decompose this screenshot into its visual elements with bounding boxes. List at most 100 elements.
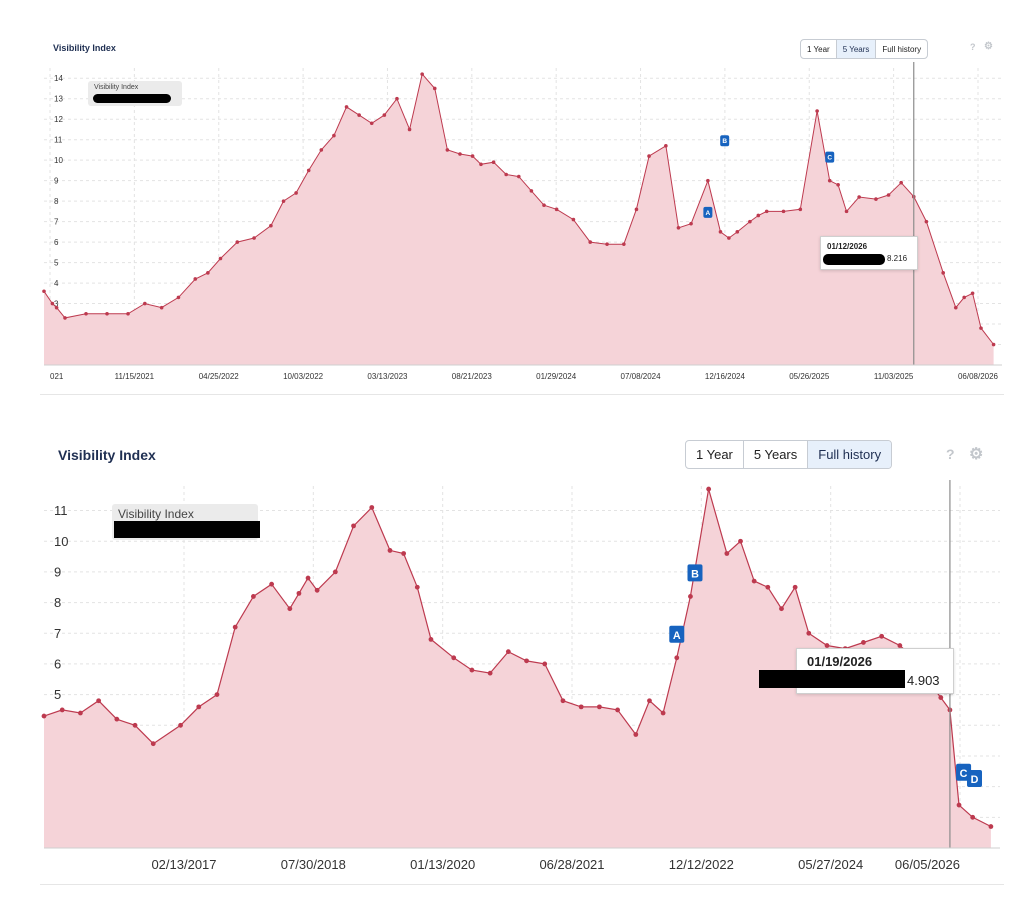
annotation-label: B	[691, 569, 699, 581]
data-point	[387, 548, 393, 553]
y-tick-label: 11	[54, 503, 68, 518]
range-1-year-button[interactable]: 1 Year	[801, 40, 837, 58]
data-point	[953, 305, 958, 310]
x-tick-label: 12/16/2024	[705, 372, 746, 381]
annotation-badge	[967, 769, 983, 787]
annotation-badge	[703, 206, 713, 218]
annotation-label: C	[960, 768, 968, 780]
gear-icon[interactable]: ⚙	[969, 446, 984, 463]
data-point	[615, 707, 620, 713]
y-tick-label: 12	[54, 115, 63, 124]
data-point	[469, 667, 475, 673]
data-point	[688, 594, 693, 599]
data-point	[924, 219, 929, 224]
data-point	[269, 223, 273, 228]
data-point	[674, 655, 680, 661]
legend-label: Visibility Index	[94, 84, 139, 91]
data-point	[962, 295, 966, 300]
x-tick-label: 01/29/2024	[536, 372, 577, 381]
data-point	[414, 584, 420, 590]
series-area	[44, 74, 994, 365]
data-point	[529, 189, 534, 193]
data-point	[50, 301, 55, 306]
data-point	[470, 154, 475, 158]
annotation-badge	[669, 625, 685, 643]
x-tick-label: 08/21/2023	[452, 372, 493, 381]
data-point	[647, 154, 651, 158]
data-point	[251, 594, 256, 599]
data-point	[332, 569, 338, 575]
x-tick-label: 12/12/2022	[669, 857, 734, 872]
help-icon[interactable]: ?	[946, 446, 955, 462]
data-point	[765, 584, 771, 590]
help-icon[interactable]: ?	[970, 42, 976, 52]
data-point	[571, 217, 576, 222]
tooltip-value: 4.903	[907, 673, 940, 688]
data-point	[143, 301, 147, 306]
data-point	[970, 814, 976, 820]
data-point	[897, 643, 903, 648]
legend-label: Visibility Index	[118, 507, 194, 521]
data-point	[956, 802, 962, 808]
data-point	[287, 606, 293, 612]
range-full-history-button[interactable]: Full history	[882, 44, 922, 54]
data-point	[605, 242, 609, 246]
data-point	[748, 219, 752, 224]
x-tick-label: 04/25/2022	[199, 372, 240, 381]
data-point	[596, 704, 602, 710]
data-point	[676, 225, 681, 230]
annotation-label: D	[971, 774, 979, 786]
data-point	[407, 127, 412, 132]
annotation-label: B	[722, 138, 727, 145]
data-point	[84, 311, 88, 316]
range-1-year-button[interactable]: 1 Year	[686, 441, 744, 468]
data-point	[857, 195, 861, 199]
annotation-badge	[687, 564, 703, 582]
range-selector: 1 Year 5 Years Full history	[800, 39, 929, 59]
data-point	[63, 316, 67, 320]
range-full-history-button[interactable]: Full history	[808, 441, 892, 468]
data-point	[176, 295, 181, 300]
x-tick-label: 03/13/2023	[367, 372, 408, 381]
data-point	[861, 640, 866, 645]
data-point	[735, 230, 740, 234]
data-point	[689, 221, 693, 226]
y-tick-label: 11	[54, 135, 63, 144]
data-point	[479, 162, 483, 167]
data-point	[554, 207, 559, 212]
y-tick-label: 7	[54, 217, 59, 226]
y-tick-label: 4	[54, 279, 59, 288]
data-point	[196, 704, 202, 710]
data-point	[314, 587, 320, 593]
range-5-years-button[interactable]: 5 Years	[744, 441, 809, 468]
data-point	[970, 291, 975, 296]
data-point	[132, 722, 138, 728]
gear-icon[interactable]: ⚙	[984, 41, 993, 52]
data-point	[560, 698, 566, 704]
range-5-years-button[interactable]: 5 Years	[836, 40, 877, 58]
data-point	[487, 670, 493, 676]
data-point	[395, 96, 399, 101]
x-tick-label: 10/03/2022	[283, 372, 324, 381]
data-point	[991, 342, 996, 347]
redacted-domain	[759, 670, 905, 688]
data-point	[941, 271, 945, 275]
annotation-marker-d: D	[967, 769, 983, 787]
chart-panel-5-years: 123456789101112131402111/15/202104/25/20…	[40, 34, 1004, 395]
data-point	[54, 305, 59, 310]
x-tick-label: 07/08/2024	[621, 372, 662, 381]
data-point	[988, 824, 994, 829]
data-point	[542, 661, 548, 667]
data-point	[798, 207, 803, 212]
data-point	[781, 209, 786, 214]
data-point	[41, 713, 47, 719]
x-tick-label: 11/03/2025	[874, 372, 914, 381]
tooltip: 01/12/2026 8.216	[820, 236, 918, 270]
data-point	[458, 152, 462, 156]
data-point	[306, 168, 311, 173]
tooltip-date: 01/19/2026	[807, 654, 873, 669]
annotation-marker-c: C	[825, 151, 835, 163]
data-point	[504, 172, 508, 177]
data-point	[756, 213, 761, 218]
data-point	[764, 209, 769, 214]
